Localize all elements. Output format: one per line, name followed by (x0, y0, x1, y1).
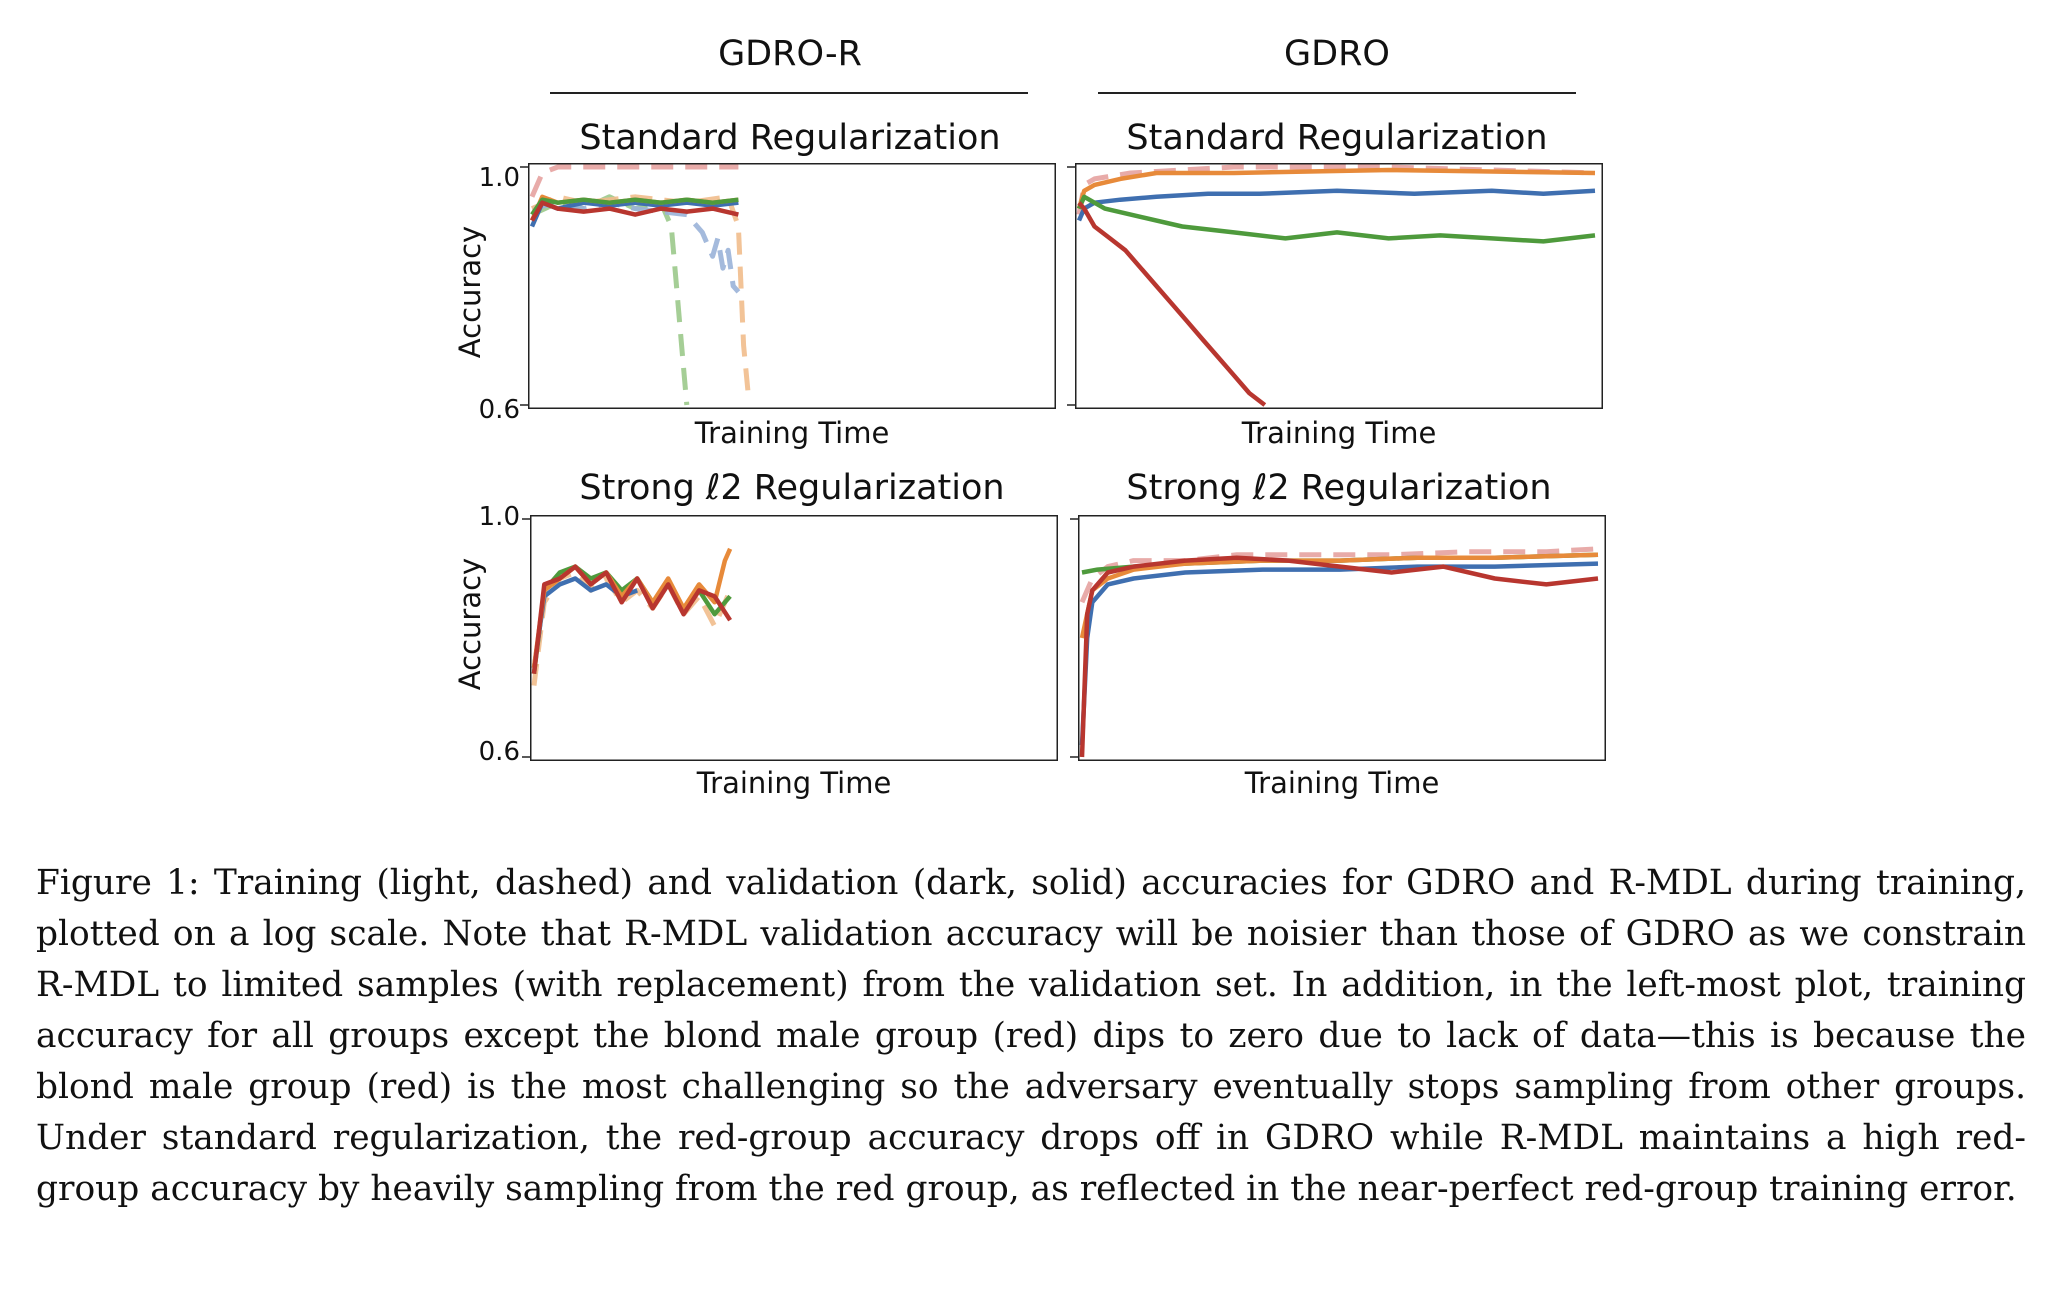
xlabel-gdro-standard: Training Time (1241, 416, 1437, 450)
plot-frame-gdro-standard (1075, 163, 1603, 409)
ytick-1.0-gdro-r-strong: 1.0 (478, 502, 520, 532)
series-line-gdro-r-strong-4 (531, 564, 732, 674)
series-line-gdro-r-standard-6 (530, 197, 739, 216)
series-line-gdro-r-strong-3 (531, 547, 733, 669)
plot-area-gdro-r-strong (522, 515, 1058, 761)
plot-frame-gdro-r-strong (530, 515, 1058, 761)
figure: GDRO-R GDRO Standard Regularization 1.0 … (453, 34, 1606, 800)
xlabel-gdro-r-standard: Training Time (694, 416, 890, 450)
panel-title-gdro-standard: Standard Regularization (1126, 118, 1548, 158)
panel-title-gdro-r-strong: Strong ℓ2 Regularization (579, 468, 1005, 508)
series-line-gdro-standard-0 (1076, 164, 1596, 216)
series-line-gdro-r-standard-2 (531, 200, 741, 294)
panel-title-gdro-strong: Strong ℓ2 Regularization (1126, 468, 1552, 508)
column-rule-gdro-r (550, 92, 1028, 94)
ytick-0.6-gdro-r-strong: 0.6 (478, 737, 520, 767)
series-line-gdro-standard-2 (1076, 188, 1596, 222)
series-line-gdro-r-standard-1 (530, 194, 690, 406)
ylabel-gdro-r-standard: Accuracy (453, 225, 487, 359)
figure-caption: Figure 1: Training (light, dashed) and v… (36, 863, 2026, 1209)
plot-frame-gdro-strong (1078, 515, 1606, 761)
series-line-gdro-standard-4 (1077, 201, 1267, 407)
series-line-gdro-standard-3 (1076, 194, 1596, 244)
series-line-gdro-strong-3 (1079, 561, 1599, 746)
series-line-gdro-r-standard-7 (530, 200, 739, 222)
plot-area-gdro-r-standard (520, 163, 1056, 409)
ylabel-gdro-r-strong: Accuracy (453, 557, 487, 691)
series-line-gdro-r-standard-3 (530, 194, 752, 400)
xlabel-gdro-r-strong: Training Time (696, 766, 892, 800)
column-title-gdro-r: GDRO-R (718, 34, 862, 74)
plot-area-gdro-standard (1067, 163, 1603, 409)
panel-title-gdro-r-standard: Standard Regularization (579, 118, 1001, 158)
ytick-1.0-gdro-r-standard: 1.0 (478, 163, 520, 193)
column-rule-gdro (1098, 92, 1576, 94)
ytick-0.6-gdro-r-standard: 0.6 (478, 395, 520, 425)
plot-frame-gdro-r-standard (528, 163, 1056, 409)
column-title-gdro: GDRO (1284, 34, 1390, 74)
series-line-gdro-r-standard-0 (529, 164, 739, 198)
series-line-gdro-standard-1 (1076, 167, 1596, 210)
xlabel-gdro-strong: Training Time (1244, 766, 1440, 800)
plot-area-gdro-strong (1070, 515, 1606, 761)
series-line-gdro-strong-4 (1079, 555, 1599, 758)
